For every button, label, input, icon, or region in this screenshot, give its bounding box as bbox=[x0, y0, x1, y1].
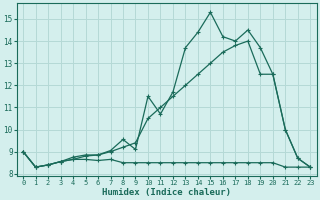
X-axis label: Humidex (Indice chaleur): Humidex (Indice chaleur) bbox=[102, 188, 231, 197]
